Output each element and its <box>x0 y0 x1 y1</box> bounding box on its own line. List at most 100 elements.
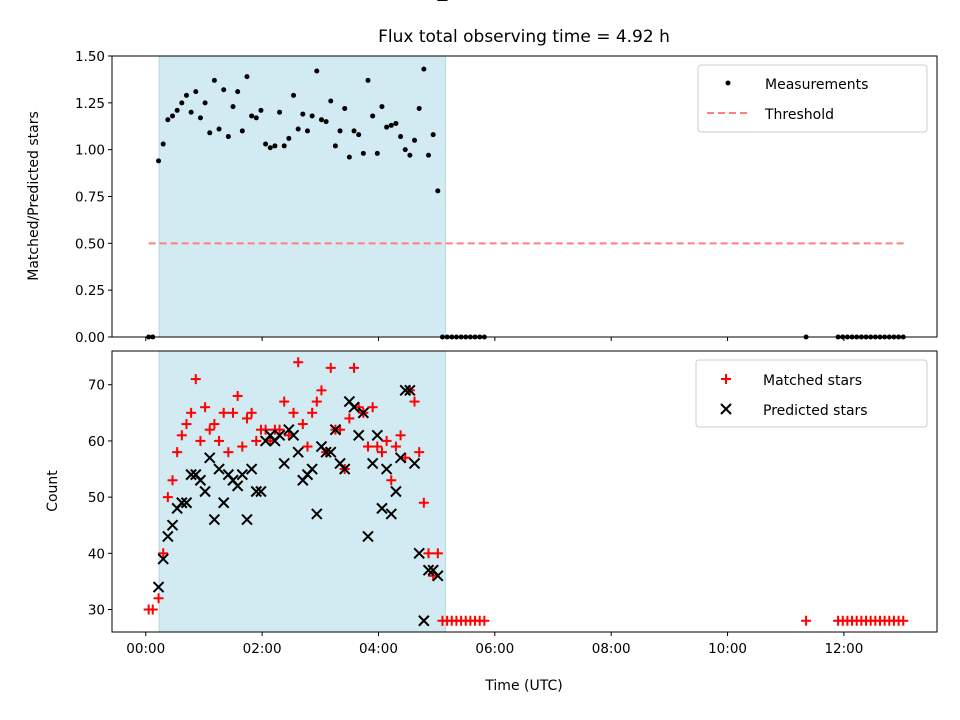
measurement-point <box>291 92 297 98</box>
measurement-point <box>304 128 310 134</box>
measurement-point <box>258 107 264 113</box>
predicted-star-stroke-b <box>427 564 439 576</box>
matched-star-point <box>181 419 192 430</box>
predicted-star-point <box>352 429 365 442</box>
measurement-point <box>179 100 185 106</box>
observing-window-shade <box>158 55 446 338</box>
predicted-star-point <box>204 452 216 464</box>
predicted-star-stroke-b <box>329 423 342 436</box>
predicted-star-stroke-b <box>432 570 444 582</box>
predicted-star-stroke-b <box>162 530 174 543</box>
predicted-star-stroke-b <box>320 446 332 458</box>
predicted-star-point <box>311 508 323 520</box>
predicted-star-point <box>390 485 402 498</box>
matched-star-point <box>147 604 158 615</box>
predicted-star-stroke-b <box>385 508 397 520</box>
predicted-star-stroke-b <box>180 497 193 509</box>
measurement-point <box>402 147 408 153</box>
measurement-point <box>332 143 338 149</box>
bottom-axes-frame <box>111 350 938 633</box>
legend-threshold-label: Threshold <box>764 107 834 123</box>
predicted-star-stroke-b <box>264 429 276 442</box>
matched-star-point <box>316 385 327 396</box>
top-legend: Measurements Threshold <box>697 64 928 133</box>
predicted-star-stroke-b <box>250 485 262 498</box>
predicted-star-stroke-b <box>404 384 416 397</box>
predicted-star-stroke-b <box>380 463 393 475</box>
measurement-point <box>412 137 418 143</box>
measurement-point <box>314 68 320 74</box>
y-tick-label: 1.50 <box>75 49 105 65</box>
matched-star-point <box>241 413 252 424</box>
measurement-point <box>421 66 427 72</box>
y-tick-label: 30 <box>88 603 105 619</box>
predicted-star-stroke-b <box>357 407 370 419</box>
matched-star-point <box>274 424 285 435</box>
matched-star-point <box>167 475 178 486</box>
measurement-point <box>174 107 180 113</box>
predicted-star-stroke-b <box>306 463 318 475</box>
y-tick-label: 1.25 <box>75 96 105 112</box>
measurement-point <box>216 126 222 132</box>
legend-matched-marker <box>721 374 731 384</box>
predicted-star-point <box>385 508 397 520</box>
bottom-legend: Matched stars Predicted stars <box>695 359 928 428</box>
measurement-point <box>263 141 269 147</box>
measurement-point <box>230 104 236 110</box>
predicted-star-point <box>432 570 444 582</box>
measurement-point <box>384 124 390 130</box>
matched-star-point <box>172 447 183 458</box>
measurement-point <box>388 122 394 128</box>
matched-star-point <box>251 435 262 446</box>
predicted-star-point <box>199 485 211 498</box>
matched-star-point <box>232 390 243 401</box>
measurement-point <box>239 128 245 134</box>
measurement-point <box>225 134 231 140</box>
x-tick-label: 04:00 <box>359 641 398 657</box>
x-tick-label: 02:00 <box>243 641 282 657</box>
predicted-star-point <box>152 581 165 593</box>
predicted-star-stroke-b <box>315 440 328 453</box>
predicted-star-point <box>176 497 188 509</box>
predicted-star-stroke-b <box>334 457 346 470</box>
matched-star-point <box>204 424 215 435</box>
predicted-star-stroke-b <box>422 564 435 576</box>
measurement-point <box>323 119 329 125</box>
predicted-star-stroke-b <box>166 519 179 531</box>
measurement-point <box>318 117 324 123</box>
predicted-star-stroke-b <box>283 423 295 436</box>
legend-measurements-label: Measurements <box>765 77 868 93</box>
measurement-point <box>346 154 352 160</box>
matched-star-point <box>186 407 197 418</box>
matched-star-point <box>381 435 392 446</box>
measurement-point <box>379 104 385 110</box>
matched-star-point <box>293 357 304 368</box>
matched-star-point <box>372 441 383 452</box>
predicted-star-point <box>287 429 300 442</box>
matched-star-point <box>237 441 248 452</box>
matched-star-point <box>288 407 299 418</box>
measurement-point <box>277 109 283 115</box>
predicted-star-stroke-b <box>418 615 430 627</box>
bottom-panel: 30 40 50 60 70 00:00 02:00 04:00 06:00 08:00 10:0… <box>45 0 938 694</box>
y-tick-label: 0.75 <box>75 190 105 206</box>
predicted-star-point <box>273 429 286 442</box>
y-tick-label: 1.00 <box>75 143 105 159</box>
measurement-point <box>272 143 278 149</box>
measurement-point <box>249 113 255 119</box>
legend-predicted-label: Predicted stars <box>763 403 868 419</box>
predicted-star-stroke-b <box>255 485 267 498</box>
matched-star-point <box>158 548 169 559</box>
predicted-star-point <box>194 474 207 486</box>
predicted-star-point <box>208 513 221 526</box>
predicted-star-point <box>185 468 197 481</box>
predicted-star-point <box>357 407 370 419</box>
matched-star-point <box>325 362 336 373</box>
matched-star-point <box>297 419 308 430</box>
matched-star-point <box>176 430 187 441</box>
predicted-star-point <box>408 457 421 470</box>
measurement-point <box>309 113 315 119</box>
legend-matched-label: Matched stars <box>763 373 862 389</box>
measurement-point <box>193 89 199 95</box>
predicted-star-stroke-b <box>413 547 425 560</box>
